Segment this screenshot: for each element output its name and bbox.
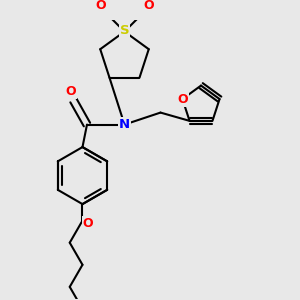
Text: N: N: [119, 118, 130, 131]
Text: O: O: [177, 93, 188, 106]
Text: S: S: [120, 25, 129, 38]
Text: O: O: [143, 0, 154, 12]
Text: O: O: [95, 0, 106, 12]
Text: O: O: [82, 217, 93, 230]
Text: O: O: [65, 85, 76, 98]
